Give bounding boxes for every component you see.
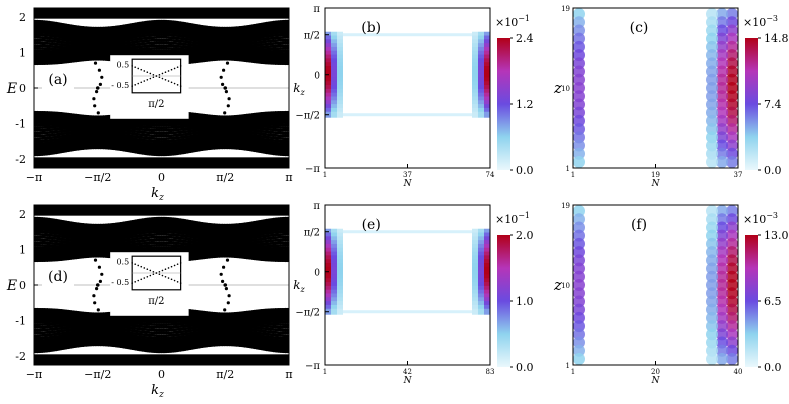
band-dots xyxy=(34,8,289,168)
